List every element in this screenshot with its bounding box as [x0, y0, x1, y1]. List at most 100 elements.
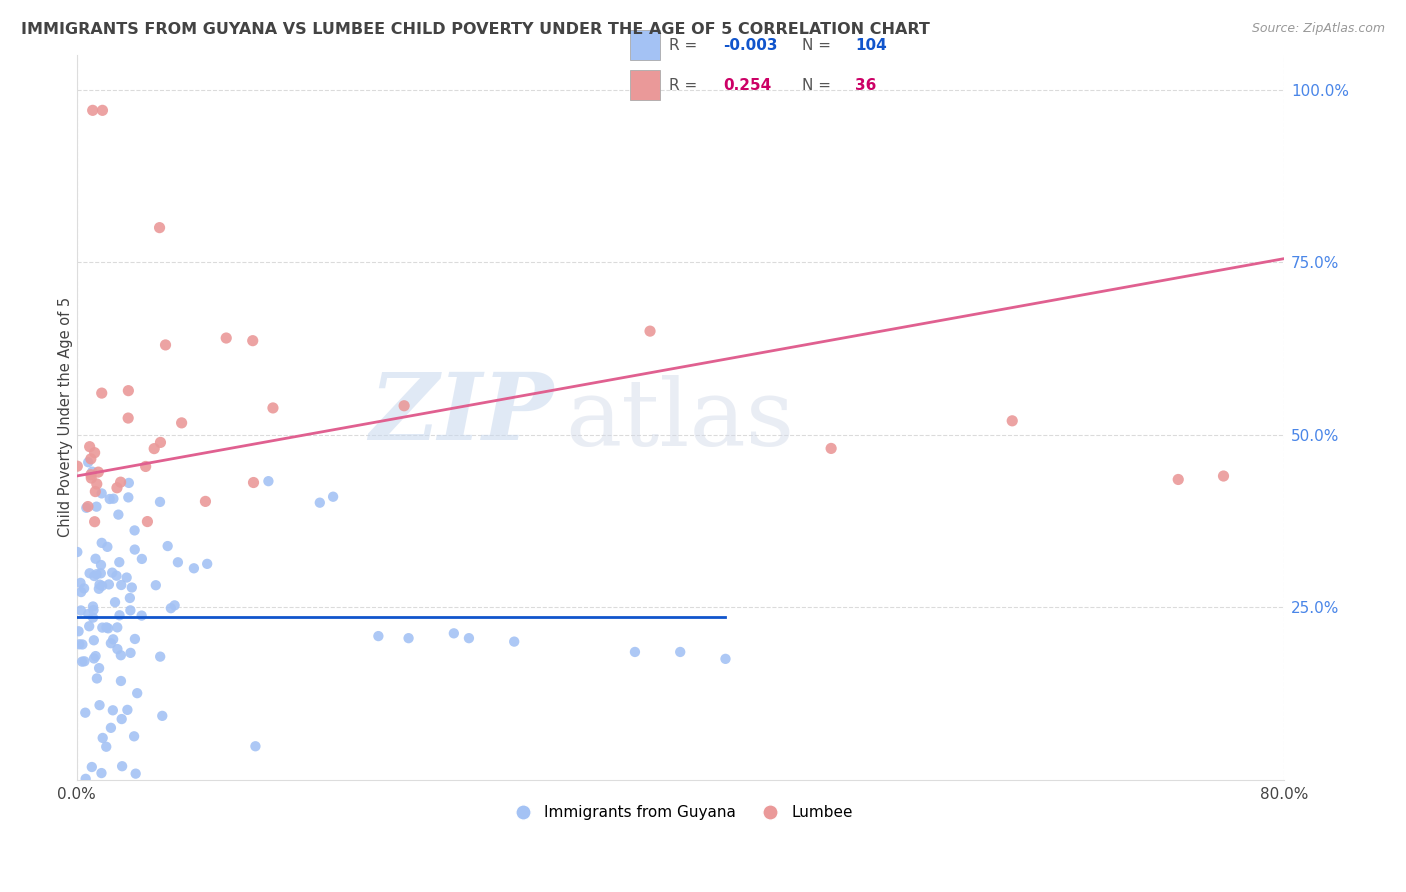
Point: [127, 686, 149, 700]
Point: [77, 619, 100, 633]
Point: [135, 459, 157, 474]
Point: [392, 399, 415, 413]
Point: [148, 220, 170, 235]
Point: [101, 632, 124, 647]
Point: [69, 575, 91, 590]
Point: [90, 558, 112, 572]
Point: [117, 491, 139, 505]
Point: [122, 729, 145, 743]
Point: [72, 637, 94, 651]
Point: [91, 621, 114, 635]
Point: [107, 508, 129, 522]
Point: [83, 569, 105, 583]
Point: [82, 103, 104, 118]
Bar: [630, 30, 659, 61]
Point: [87, 465, 110, 479]
Point: [83, 515, 105, 529]
Point: [131, 608, 153, 623]
Point: [242, 334, 264, 348]
Point: [75, 500, 97, 515]
Point: [77, 607, 100, 621]
Point: [83, 633, 105, 648]
Text: 36: 36: [855, 78, 876, 93]
Text: 0.254: 0.254: [724, 78, 772, 93]
Point: [80, 451, 103, 466]
Point: [262, 401, 284, 415]
Point: [669, 645, 692, 659]
Point: [624, 645, 647, 659]
Point: [66, 545, 89, 559]
Point: [110, 578, 132, 592]
Point: [84, 551, 107, 566]
Point: [83, 603, 105, 617]
Point: [90, 566, 112, 581]
Text: IMMIGRANTS FROM GUYANA VS LUMBEE CHILD POVERTY UNDER THE AGE OF 5 CORRELATION CH: IMMIGRANTS FROM GUYANA VS LUMBEE CHILD P…: [21, 22, 929, 37]
Point: [89, 698, 111, 713]
Point: [100, 721, 122, 735]
Point: [714, 652, 737, 666]
Point: [242, 475, 264, 490]
Point: [66, 459, 89, 474]
Point: [97, 577, 120, 591]
Point: [110, 475, 132, 490]
Point: [117, 411, 139, 425]
Point: [117, 384, 139, 398]
Point: [91, 103, 114, 118]
Point: [80, 467, 103, 482]
Point: [101, 566, 124, 580]
Point: [120, 646, 142, 660]
Point: [149, 495, 172, 509]
Text: atlas: atlas: [565, 375, 794, 465]
Point: [107, 642, 129, 657]
Point: [145, 578, 167, 592]
Point: [70, 603, 93, 617]
Point: [322, 490, 344, 504]
Point: [86, 500, 108, 514]
Point: [120, 603, 142, 617]
Point: [111, 712, 134, 726]
Point: [121, 581, 143, 595]
Point: [84, 649, 107, 664]
Point: [100, 636, 122, 650]
Point: [70, 655, 93, 669]
Point: [156, 539, 179, 553]
Text: N =: N =: [801, 78, 831, 93]
Point: [150, 709, 173, 723]
Point: [108, 555, 131, 569]
Point: [87, 582, 110, 596]
Point: [86, 477, 108, 491]
Y-axis label: Child Poverty Under the Age of 5: Child Poverty Under the Age of 5: [58, 297, 73, 538]
Point: [77, 500, 100, 514]
Point: [91, 579, 114, 593]
Point: [110, 673, 132, 688]
Point: [86, 672, 108, 686]
Point: [101, 703, 124, 717]
Point: [105, 568, 128, 582]
Point: [458, 631, 481, 645]
Point: [398, 631, 420, 645]
Point: [124, 632, 146, 646]
Text: ZIP: ZIP: [370, 368, 554, 458]
Point: [167, 555, 190, 569]
Point: [108, 608, 131, 623]
Point: [82, 465, 104, 479]
Point: [1212, 469, 1234, 483]
Text: -0.003: -0.003: [724, 37, 778, 53]
Point: [67, 624, 90, 639]
Point: [67, 637, 90, 651]
Point: [149, 649, 172, 664]
Point: [73, 654, 96, 668]
Point: [80, 760, 103, 774]
Point: [96, 540, 118, 554]
Point: [73, 582, 96, 596]
Point: [96, 739, 118, 754]
Point: [84, 484, 107, 499]
Point: [215, 331, 238, 345]
Point: [163, 599, 186, 613]
Point: [124, 524, 146, 538]
Point: [90, 486, 112, 500]
Point: [97, 621, 120, 635]
Point: [77, 455, 100, 469]
Point: [195, 557, 218, 571]
Point: [86, 567, 108, 582]
